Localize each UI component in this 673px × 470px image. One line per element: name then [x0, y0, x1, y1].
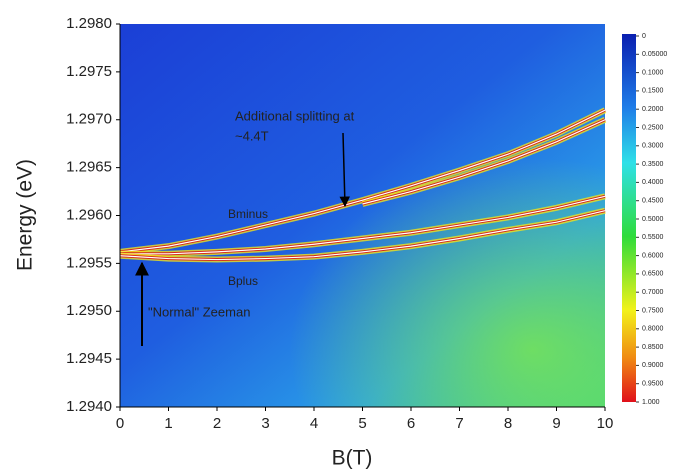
y-axis-title: Energy (eV) — [14, 159, 37, 271]
series-label: Bplus — [228, 274, 258, 288]
colorbar-tick-label: 0.4000 — [642, 179, 664, 186]
x-tick-label: 10 — [597, 415, 614, 432]
colorbar-tick-label: 0.4500 — [642, 198, 664, 205]
y-tick-label: 1.2945 — [66, 350, 112, 367]
x-tick-label: 2 — [213, 415, 221, 432]
y-tick-label: 1.2970 — [66, 111, 112, 128]
ridge-core — [119, 210, 606, 261]
y-tick-label: 1.2955 — [66, 254, 112, 271]
annotation: Additional splitting at — [235, 108, 355, 123]
colorbar-tick-label: 0.5500 — [642, 234, 664, 241]
y-tick-label: 1.2975 — [66, 63, 112, 80]
x-tick-label: 9 — [552, 415, 560, 432]
colorbar-tick-label: 0.9000 — [642, 362, 664, 369]
colorbar-tick-label: 0.6000 — [642, 252, 664, 259]
x-axis-title: B(T) — [332, 447, 373, 470]
ridge-core — [119, 109, 606, 253]
colorbar-tick-label: 0.7500 — [642, 307, 664, 314]
ridge-core — [362, 119, 606, 205]
colorbar-tick-label: 0.8000 — [642, 326, 664, 333]
x-tick-label: 3 — [261, 415, 269, 432]
colorbar-tick-label: 0.05000 — [642, 51, 667, 58]
x-tick-label: 6 — [407, 415, 415, 432]
arrow — [339, 132, 350, 208]
colorbar-tick-label: 0.1000 — [642, 69, 664, 76]
x-tick-label: 8 — [504, 415, 512, 432]
series-label: Bminus — [228, 207, 268, 221]
colorbar-tick-label: 1.000 — [642, 399, 660, 406]
colorbar-tick-label: 0.3000 — [642, 143, 664, 150]
colorbar-tick-label: 0.2000 — [642, 106, 664, 113]
colorbar-tick-label: 0.6500 — [642, 271, 664, 278]
y-tick-label: 1.2965 — [66, 159, 112, 176]
x-tick-label: 5 — [358, 415, 366, 432]
annotation: "Normal" Zeeman — [148, 304, 250, 319]
y-tick-label: 1.2960 — [66, 206, 112, 223]
colorbar — [622, 34, 636, 402]
colorbar-tick-label: 0.5000 — [642, 216, 664, 223]
x-tick-label: 4 — [310, 415, 318, 432]
y-tick-label: 1.2980 — [66, 15, 112, 32]
y-tick-label: 1.2950 — [66, 302, 112, 319]
ridge-core — [120, 195, 606, 255]
x-tick-label: 1 — [164, 415, 172, 432]
colorbar-tick-label: 0.3500 — [642, 161, 664, 168]
colorbar-tick-label: 0.2500 — [642, 124, 664, 131]
colorbar-tick-label: 0 — [642, 33, 646, 40]
colorbar-tick-label: 0.7000 — [642, 289, 664, 296]
colorbar-tick-label: 0.8500 — [642, 344, 664, 351]
annotation: ~4.4T — [235, 128, 269, 143]
x-tick-label: 7 — [455, 415, 463, 432]
colorbar-tick-label: 0.9500 — [642, 381, 664, 388]
colorbar-tick-label: 0.1500 — [642, 88, 664, 95]
plot-area — [119, 24, 607, 407]
y-tick-label: 1.2940 — [66, 398, 112, 415]
x-tick-label: 0 — [116, 415, 124, 432]
